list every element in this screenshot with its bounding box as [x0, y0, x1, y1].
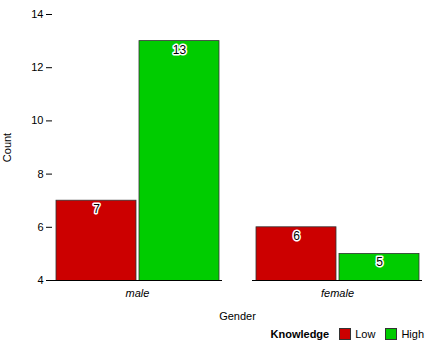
svg-text:13: 13	[173, 43, 187, 57]
svg-text:Gender: Gender	[219, 310, 256, 322]
svg-text:female: female	[321, 287, 354, 299]
svg-text:12: 12	[31, 61, 43, 73]
svg-text:5: 5	[376, 255, 383, 269]
html-text:Low: Low	[355, 328, 376, 340]
svg-text:6: 6	[37, 221, 43, 233]
svg-text:14: 14	[31, 8, 43, 20]
svg-text:6: 6	[293, 229, 300, 243]
svg-text:4: 4	[37, 274, 43, 286]
html-text:Knowledge: Knowledge	[270, 328, 330, 340]
svg-text:Count: Count	[1, 133, 13, 162]
svg-text:8: 8	[37, 168, 43, 180]
svg-text:7: 7	[93, 202, 100, 216]
svg-text:male: male	[126, 287, 150, 299]
html-text:High: High	[401, 328, 424, 340]
svg-text:10: 10	[31, 114, 43, 126]
